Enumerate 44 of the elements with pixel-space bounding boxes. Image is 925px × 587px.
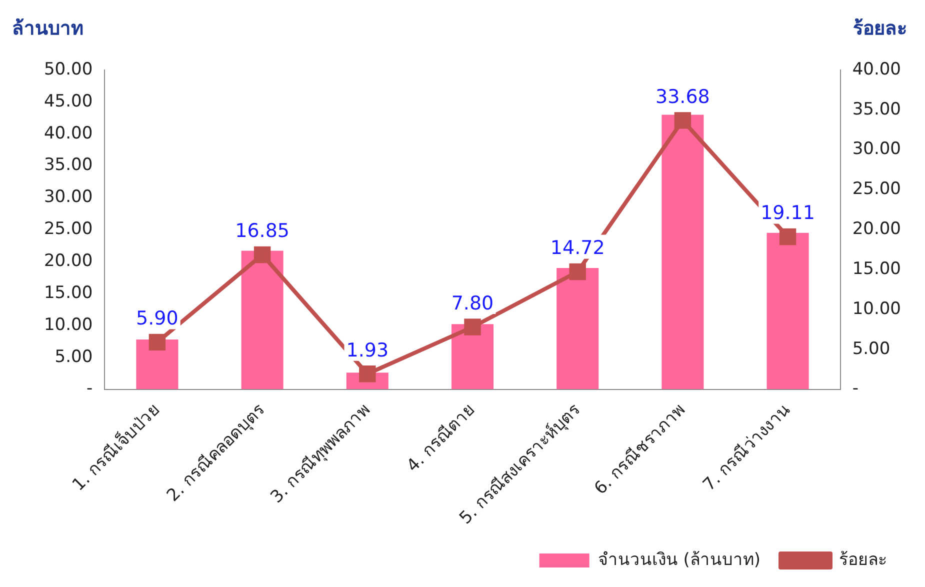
y-tick-label: 25.00 (44, 219, 93, 240)
y-tick-label: 15.00 (44, 282, 93, 303)
y2-tick-label: - (852, 378, 858, 399)
y2-tick-label: 40.00 (852, 59, 902, 80)
y-tick-label: 30.00 (44, 187, 93, 208)
data-label: 33.68 (655, 86, 710, 108)
bar (451, 324, 494, 390)
y2-tick-label: 5.00 (852, 338, 890, 359)
data-label: 1.93 (346, 339, 389, 362)
data-label: 7.80 (451, 292, 494, 314)
y-axis-title: ล้านบาท (12, 17, 84, 40)
bar (241, 250, 284, 390)
point (674, 112, 692, 129)
y2-tick-label: 30.00 (852, 139, 902, 160)
y-tick-label: - (86, 378, 93, 399)
point (779, 228, 796, 246)
data-label: 16.85 (235, 220, 290, 242)
y-tick-label: 45.00 (44, 91, 93, 112)
legend-label: จำนวนเงิน (ล้านบาท) (598, 550, 761, 570)
legend-label: ร้อยละ (839, 550, 887, 570)
y2-tick-label: 15.00 (852, 258, 902, 279)
point (464, 318, 481, 336)
data-label: 5.90 (136, 308, 178, 330)
bar (136, 339, 178, 390)
y2-tick-label: 25.00 (852, 179, 902, 200)
y2-tick-label: 20.00 (852, 219, 902, 240)
bar (556, 268, 599, 390)
y-tick-label: 5.00 (54, 346, 93, 367)
y2-axis-title: ร้อยละ (853, 17, 907, 40)
point (254, 246, 271, 264)
point (148, 334, 166, 351)
point (359, 366, 376, 382)
y-tick-label: 35.00 (44, 155, 93, 176)
y-tick-label: 50.00 (44, 59, 93, 80)
y2-tick-label: 10.00 (852, 298, 902, 319)
y-tick-label: 20.00 (44, 250, 93, 271)
data-label: 19.11 (760, 202, 815, 224)
bar (662, 114, 704, 390)
y-tick-label: 40.00 (44, 123, 93, 144)
y-tick-label: 10.00 (44, 314, 93, 335)
bar (766, 232, 809, 390)
point (569, 263, 586, 280)
y2-tick-label: 35.00 (852, 99, 902, 120)
data-label: 14.72 (550, 237, 605, 260)
